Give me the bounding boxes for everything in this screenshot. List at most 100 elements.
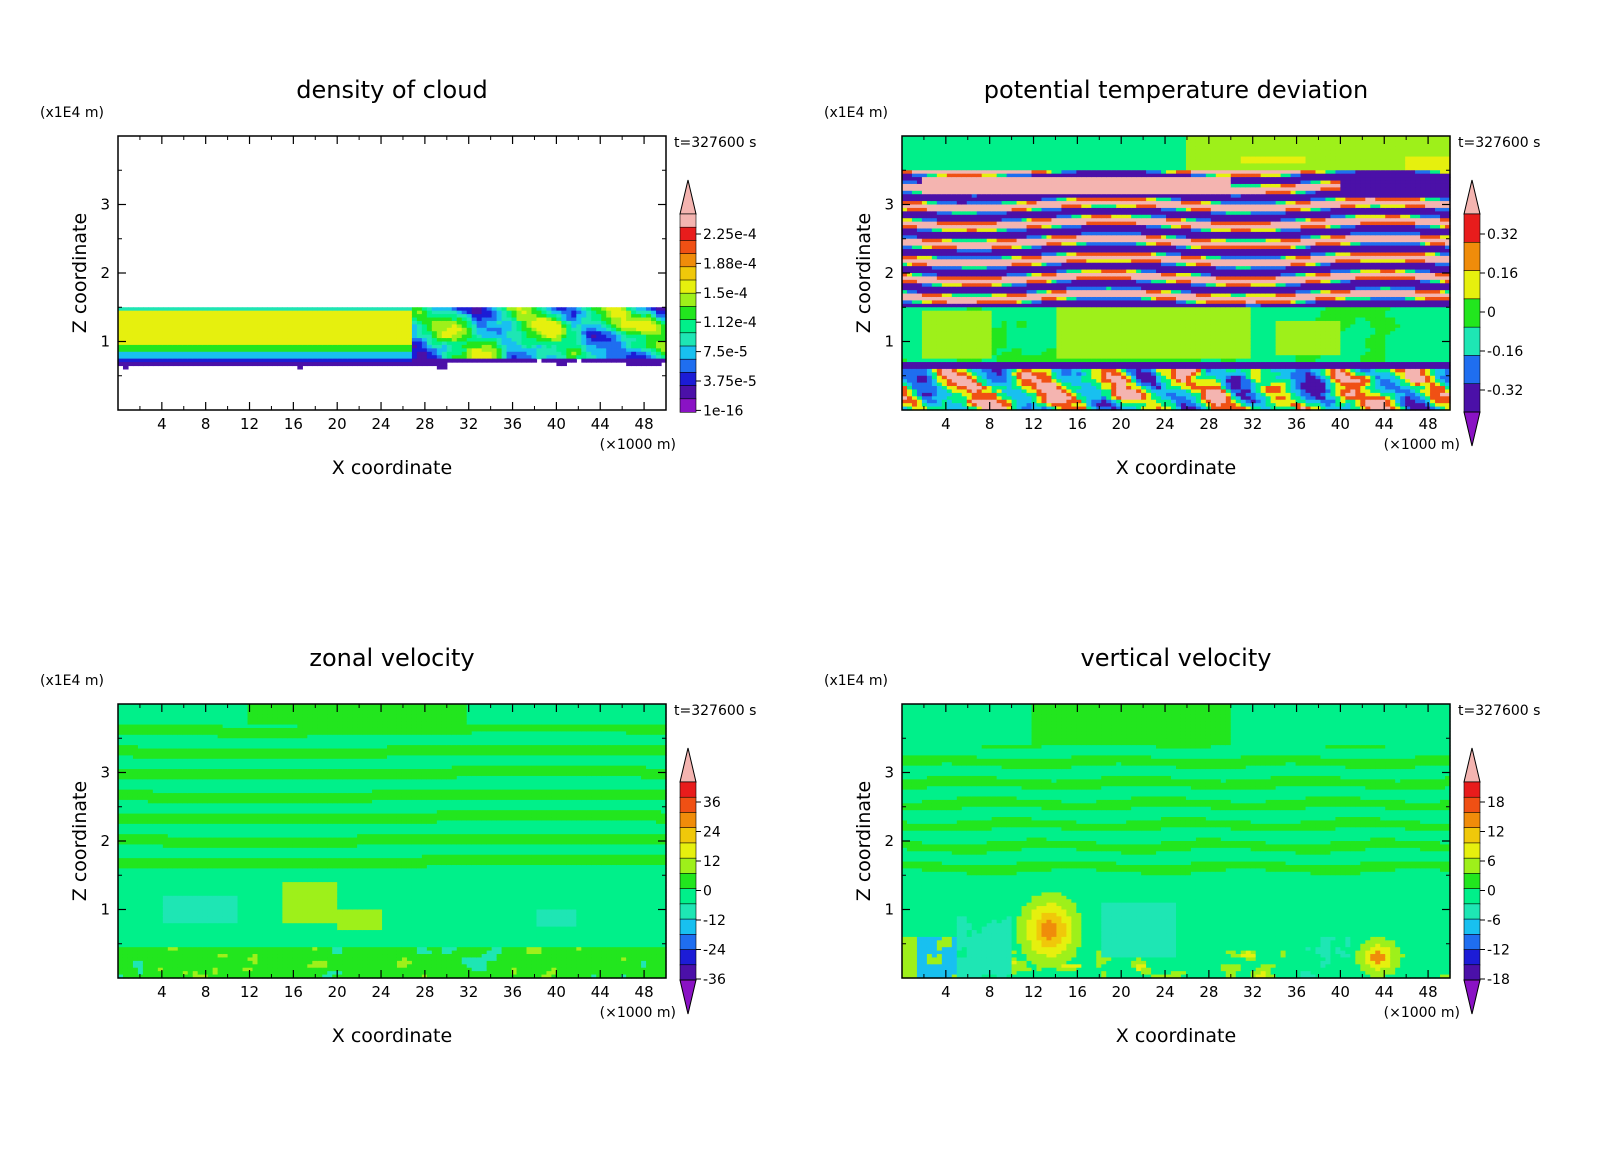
colorbar-label: -6 <box>1487 913 1501 929</box>
x-tick-label: 28 <box>1199 415 1218 433</box>
x-tick-label: 12 <box>240 415 259 433</box>
x-tick-label: 36 <box>1287 415 1306 433</box>
x-tick-label: 12 <box>240 983 259 1001</box>
x-tick-label: 44 <box>1375 415 1394 433</box>
y-tick-label: 1 <box>884 333 894 351</box>
chart-title: vertical velocity <box>1081 644 1272 672</box>
x-unit-label: (×1000 m) <box>1384 437 1460 453</box>
colorbar-segment <box>679 827 697 844</box>
colorbar-segment <box>1463 918 1481 935</box>
colorbar-label: 1.88e-4 <box>703 256 757 272</box>
colorbar-segment <box>679 857 697 874</box>
colorbar-segment <box>679 358 697 374</box>
colorbar: 2.25e-4 1.88e-4 1.5e-4 1.12e-4 7.5e-5 3.75e-5… <box>679 179 757 419</box>
colorbar-segment <box>679 888 697 905</box>
y-unit-label: (x1E4 m) <box>40 673 104 689</box>
colorbar-segment <box>679 213 697 228</box>
colorbar-label: -0.16 <box>1487 344 1523 360</box>
x-tick-label: 16 <box>1068 983 1087 1001</box>
colorbar-segment <box>679 332 697 347</box>
colorbar-segment <box>679 796 697 814</box>
colorbar-segment <box>1463 857 1481 874</box>
y-unit-label: (x1E4 m) <box>40 105 104 121</box>
time-label: t=327600 s <box>674 703 756 719</box>
colorbar-segment <box>1463 241 1481 272</box>
colorbar-segment <box>1463 781 1481 798</box>
y-unit-label: (x1E4 m) <box>824 105 888 121</box>
colorbar-label: -24 <box>703 943 726 959</box>
colorbar-label: 24 <box>703 825 721 841</box>
colorbar-segment <box>679 964 697 981</box>
colorbar-top-triangle <box>1463 179 1481 215</box>
colorbar-label: 3.75e-5 <box>703 374 757 390</box>
colorbar-segment <box>1463 213 1481 243</box>
x-tick-label: 48 <box>635 983 654 1001</box>
x-tick-label: 16 <box>284 983 303 1001</box>
x-tick-label: 36 <box>503 983 522 1001</box>
x-tick-label: 20 <box>1112 415 1131 433</box>
colorbar-segment <box>679 903 697 920</box>
colorbar-top-triangle <box>679 747 697 783</box>
colorbar-segment <box>679 842 697 859</box>
panel-density-of-cloud: density of cloud (x1E4 m) t=327600 s 4 8 12 16… <box>0 0 800 579</box>
x-tick-label: 12 <box>1024 415 1043 433</box>
colorbar: 36 24 12 0 -12 -24 -36 <box>679 747 726 1015</box>
colorbar-segment <box>679 292 697 308</box>
colorbar-segment <box>679 949 697 966</box>
x-tick-label: 16 <box>284 415 303 433</box>
chart-title: density of cloud <box>296 76 487 104</box>
colorbar-segment <box>679 240 697 255</box>
colorbar-label: 0 <box>703 884 712 900</box>
colorbar-segment <box>679 279 697 294</box>
panel-potential-temperature-deviation: potential temperature deviation (x1E4 m) t… <box>784 0 1584 579</box>
y-axis-label: Z coordinate <box>853 213 875 333</box>
x-tick-label: 16 <box>1068 415 1087 433</box>
time-label: t=327600 s <box>1458 135 1540 151</box>
contour-field <box>118 307 667 370</box>
x-tick-label: 48 <box>1419 415 1438 433</box>
x-tick-label: 4 <box>157 415 167 433</box>
colorbar-segment <box>1463 355 1481 385</box>
y-tick-label: 3 <box>100 196 110 214</box>
colorbar-segment <box>679 345 697 360</box>
y-tick-label: 1 <box>884 901 894 919</box>
y-axis-label: Z coordinate <box>69 781 91 901</box>
colorbar-label: -12 <box>703 913 726 929</box>
colorbar: 0.32 0.16 0 -0.16 -0.32 <box>1463 179 1523 447</box>
colorbar-segment <box>679 934 697 951</box>
colorbar-label: 1.12e-4 <box>703 315 757 331</box>
contour-field <box>118 704 667 979</box>
y-tick-label: 3 <box>884 764 894 782</box>
colorbar-segment <box>679 873 697 890</box>
x-tick-label: 8 <box>985 415 995 433</box>
x-tick-label: 36 <box>1287 983 1306 1001</box>
panel-zonal-velocity: zonal velocity (x1E4 m) t=327600 s 4 8 12 16 20… <box>0 568 800 1147</box>
colorbar-label: 0 <box>1487 305 1496 321</box>
colorbar-label: 7.5e-5 <box>703 345 748 361</box>
colorbar-label: -0.32 <box>1487 383 1523 399</box>
colorbar-top-triangle <box>679 179 697 215</box>
colorbar-segment <box>679 398 697 413</box>
colorbar-segment <box>1463 827 1481 844</box>
colorbar-segment <box>1463 888 1481 905</box>
chart-title: potential temperature deviation <box>984 76 1368 104</box>
x-tick-label: 44 <box>1375 983 1394 1001</box>
x-tick-label: 32 <box>1243 415 1262 433</box>
x-tick-label: 44 <box>591 983 610 1001</box>
colorbar-segment <box>1463 934 1481 951</box>
x-tick-label: 8 <box>201 415 211 433</box>
colorbar-segment <box>1463 812 1481 829</box>
colorbar-label: 0.16 <box>1487 266 1518 282</box>
colorbar-segment <box>679 918 697 935</box>
plot-frame <box>117 135 667 411</box>
colorbar-segment <box>679 266 697 281</box>
y-tick-label: 1 <box>100 333 110 351</box>
contour-field <box>902 704 1451 979</box>
colorbar-label: 2.25e-4 <box>703 227 757 243</box>
y-tick-label: 3 <box>100 764 110 782</box>
colorbar-label: 0.32 <box>1487 227 1518 243</box>
colorbar-segment <box>1463 949 1481 966</box>
contour-field <box>902 136 1451 411</box>
colorbar-segment <box>679 385 697 400</box>
x-tick-label: 20 <box>328 415 347 433</box>
